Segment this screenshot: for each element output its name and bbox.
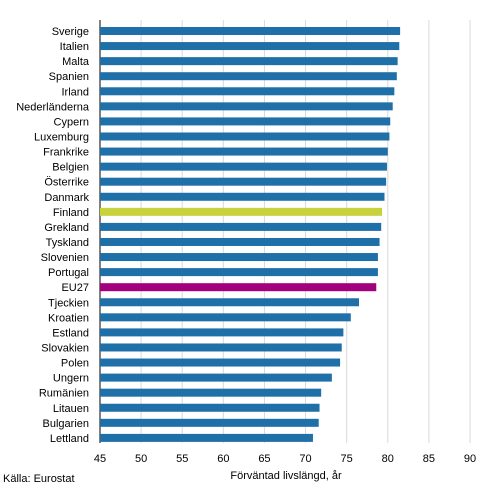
- category-label: Tjeckien: [48, 297, 89, 309]
- x-tick-label: 60: [217, 453, 229, 465]
- category-label: Irland: [61, 86, 89, 98]
- category-label: Rumänien: [39, 388, 89, 400]
- bar: [100, 358, 341, 367]
- bar: [100, 418, 319, 427]
- category-label: Frankrike: [43, 147, 89, 159]
- bar: [100, 343, 342, 352]
- bar: [100, 102, 393, 111]
- bar: [100, 388, 322, 397]
- bar: [100, 328, 344, 337]
- bar: [100, 433, 313, 442]
- x-tick-label: 80: [382, 453, 394, 465]
- x-tick-label: 70: [299, 453, 311, 465]
- category-label: Spanien: [49, 71, 89, 83]
- category-label: Polen: [61, 358, 89, 370]
- category-labels: Sverige Italien Malta Spanien Irland Nederlän…: [16, 26, 90, 445]
- bar: [100, 222, 382, 231]
- bar: [100, 132, 390, 141]
- category-label: Österrike: [44, 177, 89, 189]
- x-tick-label: 45: [94, 453, 106, 465]
- category-label: Italien: [60, 41, 89, 53]
- bar: [100, 117, 391, 126]
- bar: [100, 192, 385, 201]
- category-label: EU27: [61, 282, 89, 294]
- category-label: Slovenien: [41, 252, 89, 264]
- category-label: Kroatien: [48, 312, 89, 324]
- x-axis-title: Förväntad livslängd, år: [230, 470, 342, 482]
- category-label: Luxemburg: [34, 131, 89, 143]
- category-label: Belgien: [52, 162, 89, 174]
- category-label: Nederländerna: [16, 101, 90, 113]
- bar: [100, 177, 387, 186]
- bar: [100, 27, 401, 35]
- x-tick-labels: 45 50 55 60 65 70 75 80 85 90: [94, 453, 476, 465]
- category-label: Estland: [52, 327, 89, 339]
- category-label: Lettland: [50, 433, 89, 445]
- bar: [100, 147, 388, 156]
- category-label: Sverige: [52, 26, 89, 38]
- x-tick-label: 90: [464, 453, 476, 465]
- bar: [100, 403, 320, 412]
- bar: [100, 57, 398, 66]
- x-tick-label: 85: [423, 453, 435, 465]
- category-label: Litauen: [53, 403, 89, 415]
- bar: [100, 268, 378, 277]
- category-label: Danmark: [44, 192, 89, 204]
- bar: [100, 237, 380, 246]
- x-tick-label: 75: [341, 453, 353, 465]
- bar: [100, 313, 351, 322]
- category-label: Tyskland: [46, 237, 89, 249]
- bar: [100, 42, 400, 51]
- bar: [100, 298, 359, 307]
- bar: [100, 162, 387, 171]
- bar: [100, 253, 378, 262]
- x-tick-label: 50: [135, 453, 147, 465]
- source-label: Källa: Eurostat: [3, 473, 75, 485]
- category-label: Bulgarien: [43, 418, 89, 430]
- category-label: Cypern: [54, 116, 89, 128]
- bar: [100, 207, 383, 216]
- category-label: Ungern: [53, 373, 89, 385]
- bar: [100, 72, 397, 81]
- bar: [100, 87, 395, 96]
- bar: [100, 283, 377, 292]
- x-tick-label: 65: [258, 453, 270, 465]
- category-label: Portugal: [48, 267, 89, 279]
- bar: [100, 373, 332, 382]
- category-label: Slovakien: [41, 342, 89, 354]
- category-label: Grekland: [44, 222, 89, 234]
- category-label: Finland: [53, 207, 89, 219]
- bars: [100, 27, 401, 442]
- category-label: Malta: [62, 56, 90, 68]
- x-tick-label: 55: [176, 453, 188, 465]
